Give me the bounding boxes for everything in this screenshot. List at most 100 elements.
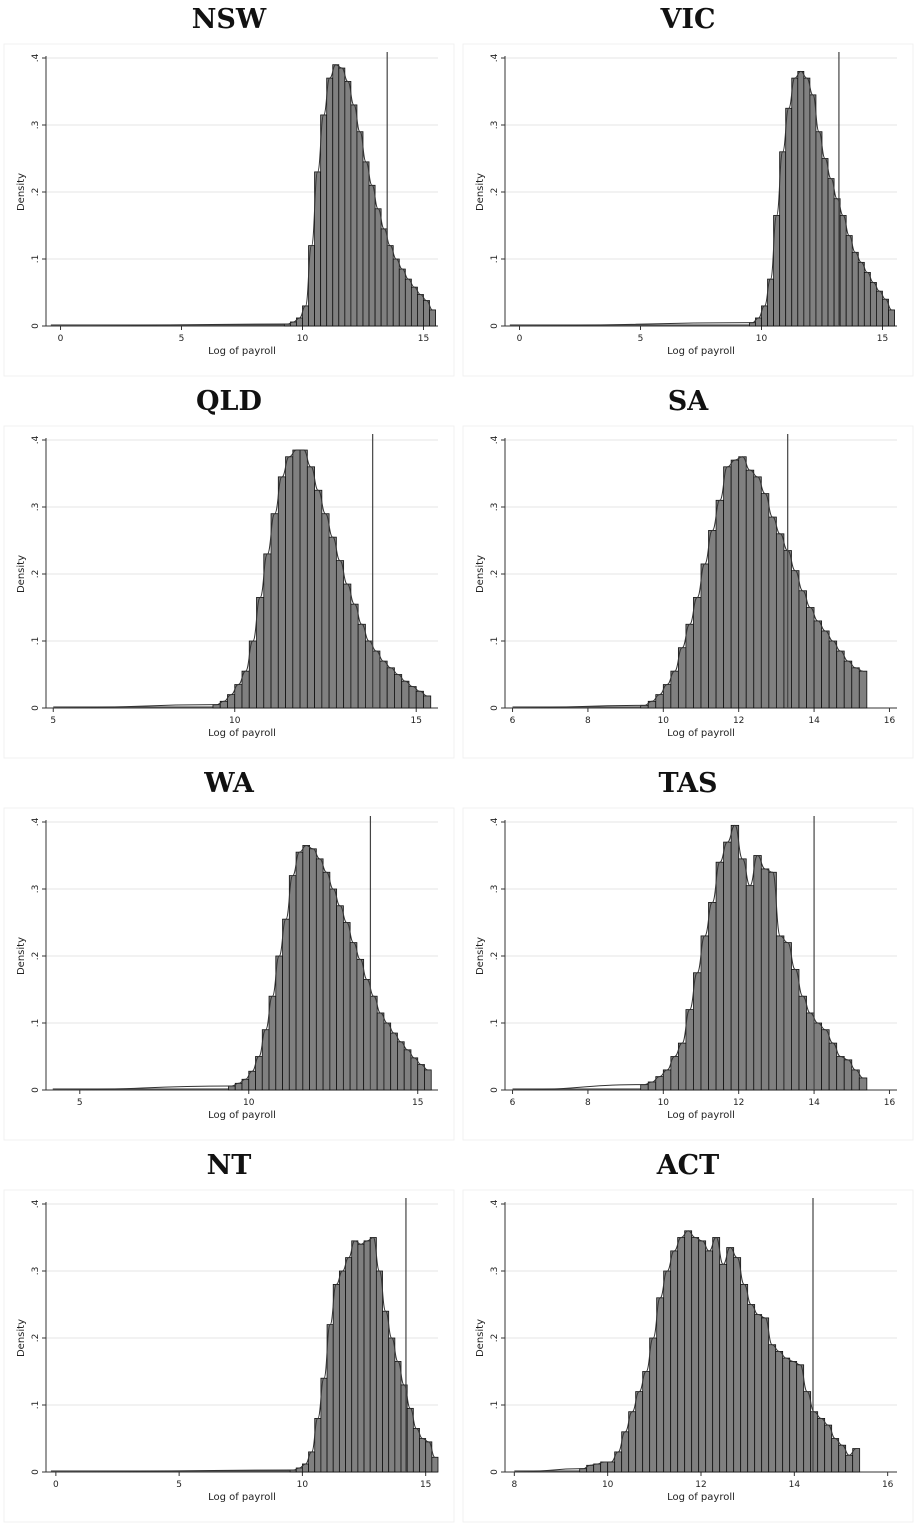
histogram-bar [684,1230,693,1473]
histogram-bar [723,841,732,1091]
x-tick-label: 8 [585,716,591,726]
histogram-bar [677,647,687,709]
histogram-bar [328,536,337,709]
x-tick-label: 5 [77,1098,83,1108]
y-axis-label: Density [16,937,27,975]
x-axis-label: Log of payroll [667,1110,735,1121]
plot-frame [3,807,455,1141]
histogram-bar [662,1069,672,1091]
histogram-bar [730,824,740,1091]
histogram-bar [852,1448,861,1473]
histogram-bar [817,1417,826,1473]
histogram-bar [368,184,376,327]
histogram-bar [753,855,762,1091]
histogram-bar [356,131,364,327]
histogram-bar [748,322,756,327]
x-tick-label: 8 [585,1098,591,1108]
x-tick-label: 5 [176,1480,182,1490]
plot-frame [3,43,455,377]
x-tick-label: 10 [229,716,241,726]
y-tick-label: 0 [31,705,41,711]
histogram-bar [813,620,823,709]
y-tick-label: .2 [31,1334,41,1343]
histogram-bar [656,1297,665,1473]
x-tick-label: 10 [658,716,670,726]
x-tick-label: 8 [511,1480,517,1490]
x-tick-label: 15 [412,1098,423,1108]
histogram-bar [351,1240,359,1473]
histogram-bar [745,885,755,1091]
histogram-bar [369,1237,377,1473]
y-tick-label: .1 [31,255,41,264]
histogram-bar [789,1361,798,1473]
x-tick-label: 14 [789,1480,801,1490]
histogram-bar [785,107,793,327]
density-curve [512,824,864,1091]
histogram-bar [798,590,807,709]
x-tick-label: 5 [638,334,644,344]
histogram-bar [791,77,799,327]
chart-title: TAS [658,768,718,799]
histogram-bar [329,888,338,1091]
histogram-bar [363,979,371,1091]
chart-title: QLD [196,386,262,417]
histogram-bar [295,851,304,1091]
y-tick-label: 0 [490,1087,500,1093]
histogram-bar [670,1250,679,1473]
histogram-bar [845,235,853,327]
panel-act: ACT 0 .1 .2 .3 .4 8 10 12 14 16 Log of payroll Dens… [459,1146,917,1528]
plot-frame [3,1189,455,1523]
histogram-bar [322,871,331,1091]
histogram-bar [821,630,830,709]
histogram-bar [753,476,762,709]
histogram-bar [382,1310,390,1473]
histogram-bar [394,1361,402,1473]
y-axis-label: Density [475,173,486,211]
y-tick-label: .3 [31,503,41,512]
histogram-bar [338,67,346,327]
y-tick-label: 0 [31,1469,41,1475]
histogram-bar [288,875,297,1091]
histogram-bar [268,995,277,1091]
y-tick-label: .1 [490,255,500,264]
chart-title: ACT [656,1150,720,1181]
panel-tas: TAS 0 .1 .2 .3 .4 6 8 10 12 14 16 Log of payroll Den… [459,764,917,1146]
histogram-bar [827,178,835,327]
y-tick-label: .2 [31,952,41,961]
y-tick-label: .2 [490,1334,500,1343]
histogram-bar [306,466,315,709]
histogram-bar [607,1461,616,1473]
histogram-bar [397,1041,405,1091]
chart-title: NSW [191,4,267,35]
histogram-bar [821,158,829,327]
y-axis-label: Density [475,1319,486,1357]
histogram-plot: 0 .1 .2 .3 .4 6 8 10 12 14 16 Log of payroll Density [462,807,914,1141]
y-tick-label: 0 [31,323,41,329]
x-tick-label: 6 [510,1098,516,1108]
y-tick-label: 0 [490,1469,500,1475]
histogram-plot: 0 .1 .2 .3 .4 5 10 15 Log of payroll Density [3,807,455,1141]
histogram-bar [809,94,817,327]
histogram-bar [419,1438,427,1473]
x-tick-label: 14 [808,716,820,726]
y-tick-label: .2 [31,188,41,197]
histogram-bar [685,1009,694,1091]
histogram-bar [321,513,330,709]
panel-nsw: NSW 0 .1 .2 .3 .4 0 5 10 15 Log of payroll Density [0,0,458,382]
panel-vic: VIC 0 .1 .2 .3 .4 0 5 10 15 Log of payroll Density [459,0,917,382]
x-tick-label: 10 [756,334,768,344]
x-tick-label: 5 [179,334,185,344]
histogram-bar [628,1411,637,1473]
density-curve [52,844,428,1091]
y-tick-label: .4 [490,817,500,826]
panel-wa: WA 0 .1 .2 .3 .4 5 10 15 Log of payroll Density [0,764,458,1146]
histogram-bar [831,1438,840,1473]
histogram-bar [810,1411,819,1473]
histogram-bar [708,530,717,709]
chart-title: SA [667,386,709,417]
histogram-bar [869,282,877,327]
histogram-bar [410,1057,419,1091]
histogram-bar [858,670,868,709]
y-axis-label: Density [475,555,486,593]
histogram-bar [863,271,871,327]
